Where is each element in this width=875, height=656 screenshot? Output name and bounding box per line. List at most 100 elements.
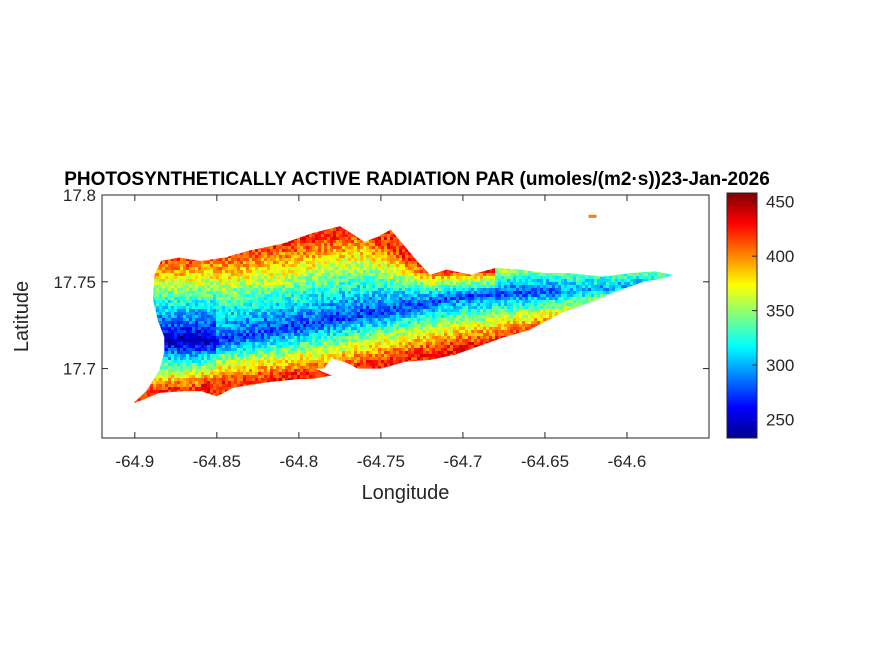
par-cell [117, 345, 120, 348]
par-cell [177, 381, 181, 385]
par-cell [228, 270, 232, 274]
par-cell [186, 261, 190, 265]
par-cell [189, 234, 193, 238]
par-cell [276, 423, 279, 426]
par-cell [189, 390, 193, 394]
par-cell [144, 321, 148, 325]
par-cell [204, 432, 207, 435]
par-cell [219, 378, 223, 382]
par-cell [183, 240, 187, 244]
par-cell [135, 276, 139, 280]
par-cell [276, 399, 280, 403]
par-cell [240, 294, 244, 298]
par-cell [204, 429, 207, 432]
par-cell [153, 255, 157, 259]
par-cell [162, 226, 166, 229]
par-cell [126, 426, 129, 429]
par-cell [288, 333, 292, 337]
par-cell [147, 429, 150, 432]
par-cell [279, 396, 283, 400]
par-cell [315, 226, 319, 229]
par-cell [246, 414, 249, 417]
par-cell [138, 249, 142, 253]
par-cell [222, 270, 226, 274]
par-cell [294, 291, 298, 295]
par-cell [240, 226, 244, 229]
par-cell [123, 297, 126, 300]
par-cell [180, 255, 184, 259]
par-cell [246, 345, 250, 349]
par-cell [276, 390, 280, 394]
par-cell [195, 315, 199, 319]
par-cell [165, 276, 169, 280]
par-cell [133, 387, 136, 391]
par-cell [312, 366, 316, 370]
par-cell [162, 330, 166, 334]
par-cell [144, 363, 148, 367]
par-cell [216, 399, 220, 403]
par-cell [219, 396, 223, 400]
par-cell [237, 252, 241, 256]
par-cell [222, 255, 226, 259]
par-cell [195, 429, 198, 432]
par-cell [228, 258, 232, 262]
par-cell [285, 378, 289, 382]
par-cell [231, 369, 235, 373]
par-cell [171, 336, 175, 340]
par-cell [150, 228, 154, 232]
par-cell [222, 213, 225, 216]
par-cell [159, 300, 163, 304]
par-cell [261, 354, 265, 358]
par-cell [195, 267, 199, 271]
par-cell [150, 399, 154, 403]
par-cell [126, 333, 129, 336]
par-cell [129, 384, 132, 387]
par-cell [306, 312, 310, 316]
par-cell [234, 312, 238, 316]
par-cell [147, 273, 151, 277]
par-cell [150, 396, 154, 400]
par-cell [219, 228, 223, 232]
par-cell [213, 288, 217, 292]
par-cell [144, 405, 147, 408]
par-cell [165, 345, 169, 349]
par-cell [141, 369, 145, 373]
par-cell [297, 396, 301, 400]
par-cell [141, 336, 145, 340]
par-cell [276, 360, 280, 364]
par-cell [303, 222, 306, 225]
par-cell [213, 330, 217, 334]
par-cell [234, 219, 237, 222]
par-cell [258, 273, 262, 277]
par-cell [186, 249, 190, 253]
par-cell [129, 345, 132, 348]
par-cell [252, 348, 256, 352]
par-cell [189, 405, 192, 408]
par-cell [276, 345, 280, 349]
par-cell [210, 402, 214, 404]
par-cell [255, 222, 258, 225]
par-cell [147, 243, 151, 247]
par-cell [291, 348, 295, 352]
par-cell [297, 378, 301, 382]
par-cell [207, 387, 211, 391]
par-cell [174, 222, 177, 225]
par-cell [258, 375, 262, 379]
par-cell [300, 261, 304, 265]
par-cell [189, 216, 192, 219]
par-cell [186, 396, 190, 400]
par-cell [156, 234, 160, 238]
par-cell [195, 387, 199, 391]
par-cell [117, 291, 120, 294]
par-cell [216, 384, 220, 388]
par-cell [150, 279, 154, 283]
par-cell [213, 246, 217, 250]
par-cell [123, 282, 126, 285]
par-cell [231, 363, 235, 367]
par-cell [201, 336, 205, 340]
par-cell [120, 369, 123, 372]
par-cell [147, 321, 151, 325]
par-cell [291, 258, 295, 262]
par-cell [285, 420, 288, 423]
par-cell [210, 226, 214, 229]
